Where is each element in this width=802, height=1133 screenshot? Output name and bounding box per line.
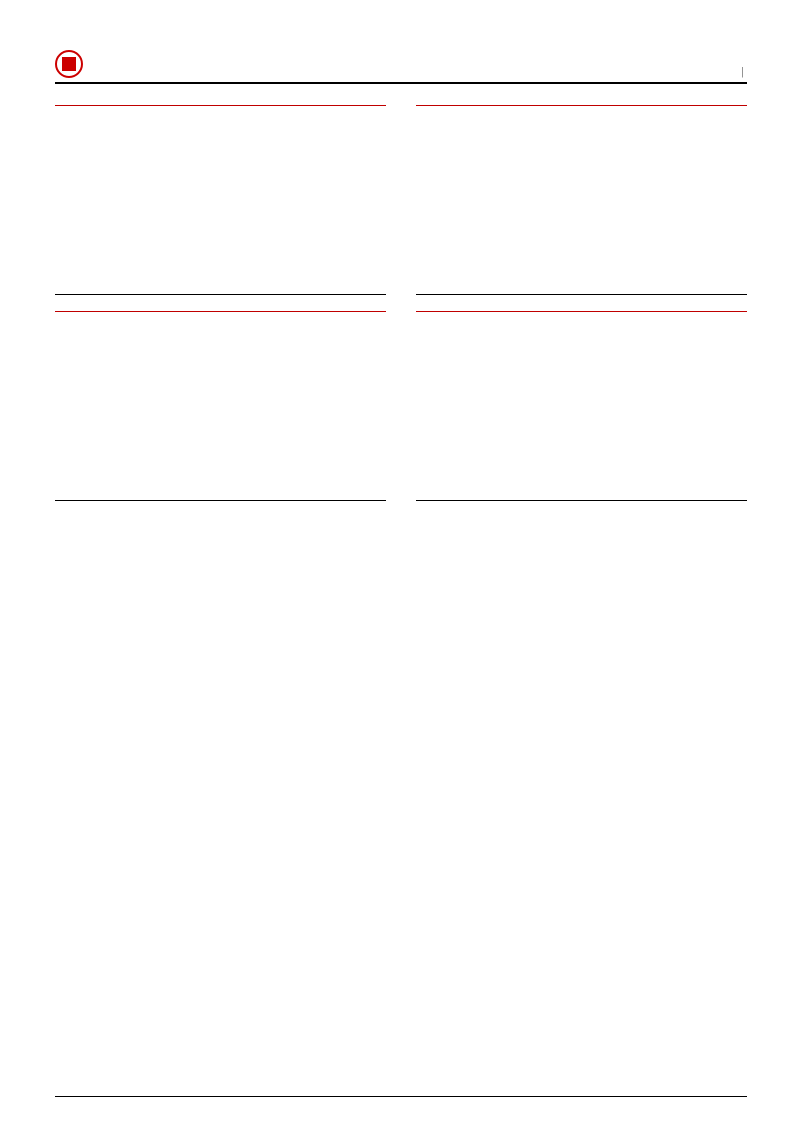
chart-11-source: [55, 294, 386, 298]
chart-12: [416, 102, 747, 298]
chart-14: [416, 308, 747, 504]
chart-14-source: [416, 500, 747, 504]
chart-11-title: [55, 102, 386, 106]
chart-12-source: [416, 294, 747, 298]
chart-13-svg: [55, 318, 386, 498]
page-footer: [55, 1096, 747, 1101]
chart-14-title: [416, 308, 747, 312]
header-right: |: [738, 66, 747, 78]
chart-12-title: [416, 102, 747, 106]
chart-11-svg: [55, 112, 386, 292]
chart-12-svg: [416, 112, 747, 292]
chart-13-source: [55, 500, 386, 504]
chart-14-svg: [416, 318, 747, 498]
logo-icon: [55, 50, 83, 78]
page-header: |: [55, 50, 747, 84]
logo: [55, 50, 87, 78]
chart-13-title: [55, 308, 386, 312]
chart-13: [55, 308, 386, 504]
chart-11: [55, 102, 386, 298]
